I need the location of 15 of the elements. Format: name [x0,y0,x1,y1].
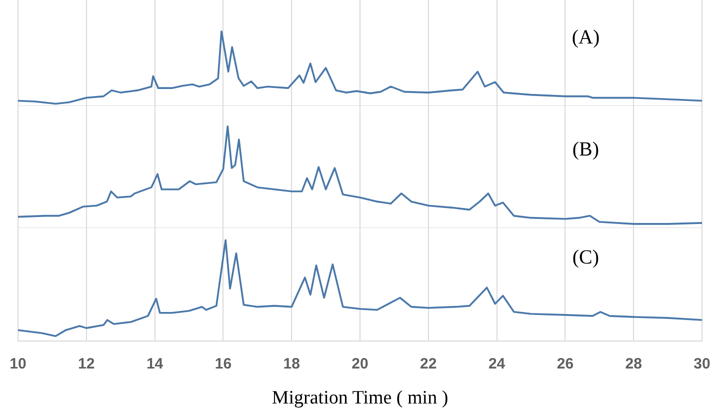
x-tick-label: 24 [488,355,506,372]
x-tick-label: 10 [10,355,26,372]
x-axis-title: Migration Time ( min ) [272,388,448,409]
x-tick-label: 18 [283,355,300,372]
x-tick-label: 16 [214,355,232,372]
x-tick-label: 30 [694,355,710,372]
x-tick-label: 14 [146,355,164,372]
x-tick-label: 22 [420,355,437,372]
x-tick-label: 12 [78,355,95,372]
x-tick-label: 28 [625,355,642,372]
annotation: (C) [572,246,600,268]
annotation: (B) [572,138,600,160]
x-tick-label: 20 [352,355,368,372]
annotation: (A) [572,26,600,48]
x-tick-label: 26 [556,355,574,372]
